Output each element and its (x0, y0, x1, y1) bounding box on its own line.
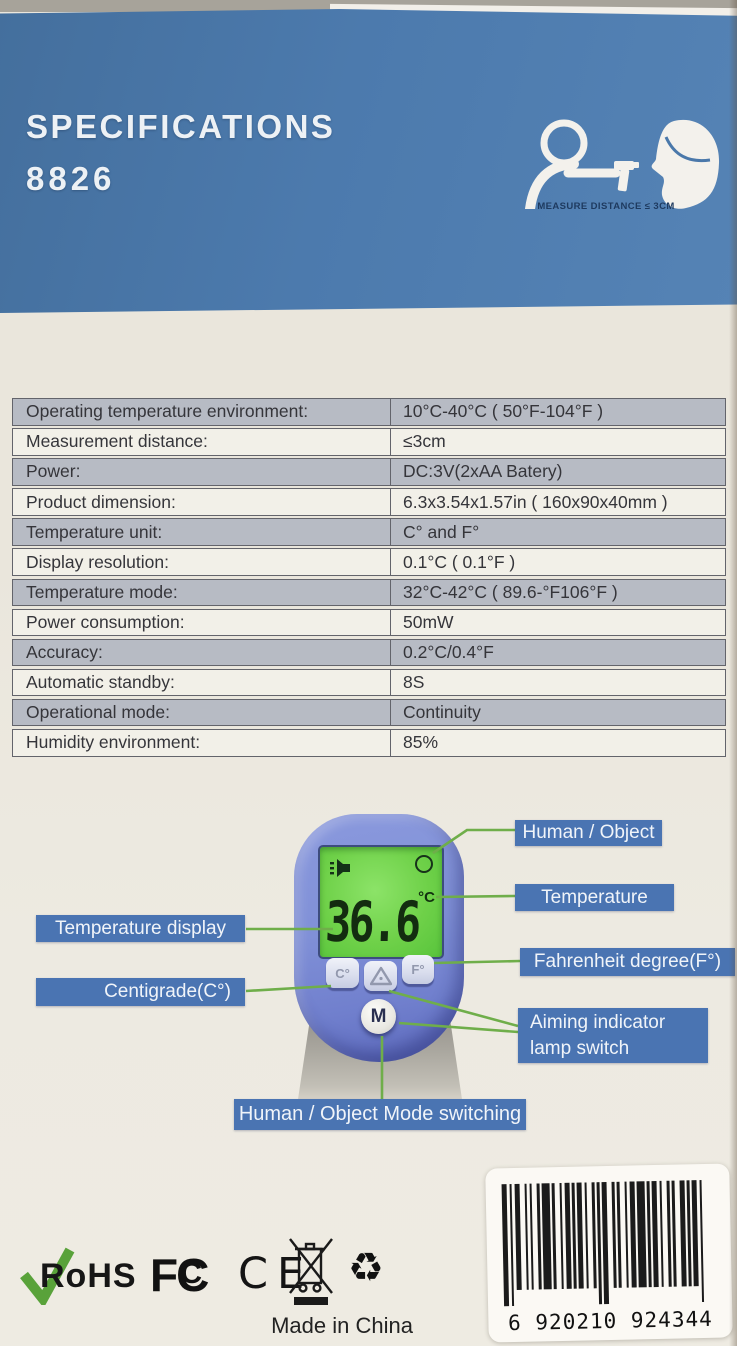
table-row: Humidity environment: 85% (12, 729, 726, 757)
spec-label: Operational mode: (26, 702, 170, 723)
specification-table: Operating temperature environment: 10°C-4… (12, 398, 726, 759)
spec-value: 85% (390, 730, 725, 756)
callout-aiming-line2: lamp switch (530, 1037, 630, 1059)
mode-button: M (361, 999, 396, 1034)
aiming-lamp-button (364, 961, 397, 991)
fcc-letter: F (150, 1249, 178, 1301)
title-block: SPECIFICATIONS 8826 (26, 107, 335, 199)
fcc-letter: C (176, 1249, 209, 1301)
callout-temperature: Temperature (515, 884, 674, 911)
callout-temperature-display: Temperature display (36, 915, 245, 942)
weee-bin-icon (289, 1238, 333, 1305)
table-row: Temperature unit: C° and F° (12, 518, 726, 546)
callout-human-object: Human / Object (515, 820, 662, 846)
table-row: Display resolution: 0.1°C ( 0.1°F ) (12, 548, 726, 576)
spec-label: Operating temperature environment: (26, 401, 309, 422)
spec-label: Power consumption: (26, 611, 185, 632)
model-number: 8826 (26, 160, 116, 197)
measure-distance-caption: MEASURE DISTANCE ≤ 3CM (537, 201, 675, 212)
table-row: Automatic standby: 8S (12, 668, 726, 697)
header-panel: SPECIFICATIONS 8826 MEASURE DISTANCE ≤ 3… (0, 9, 737, 313)
lcd-unit: °C (418, 889, 435, 906)
table-row: Accuracy: 0.2°C/0.4°F (12, 638, 726, 667)
spec-label: Automatic standby: (26, 672, 175, 693)
box-edge-shadow (729, 0, 737, 1346)
human-object-indicator-icon (415, 855, 433, 873)
barcode-number: 6 920210 924344 (507, 1306, 713, 1336)
spec-value: Continuity (390, 699, 725, 726)
callout-mode-switching: Human / Object Mode switching (234, 1099, 526, 1130)
spec-label: Temperature unit: (26, 521, 163, 542)
spec-value: C° and F° (390, 519, 725, 545)
spec-label: Power: (26, 461, 81, 482)
callout-aiming-line1: Aiming indicator (530, 1011, 666, 1033)
fcc-letter: C (180, 1257, 202, 1290)
centigrade-button: C° (326, 958, 359, 988)
barcode-bars (501, 1180, 710, 1307)
spec-label: Measurement distance: (26, 431, 208, 452)
table-row: Product dimension: 6.3x3.54x1.57in ( 160x… (12, 488, 726, 516)
spec-value: ≤3cm (390, 429, 725, 455)
made-in-label: Made in China (271, 1313, 413, 1338)
spec-label: Humidity environment: (26, 732, 201, 753)
spec-label: Accuracy: (26, 642, 103, 662)
spec-value: 6.3x3.54x1.57in ( 160x90x40mm ) (390, 489, 725, 515)
rohs-label: RoHS (40, 1257, 137, 1295)
callout-centigrade: Centigrade(C°) (36, 978, 245, 1006)
thermometer-lcd: °C 36.6 (318, 845, 444, 959)
table-row: Power: DC:3V(2xAA Batery) (12, 458, 726, 486)
spec-label: Temperature mode: (26, 581, 178, 602)
recycle-icon: ♻ (348, 1245, 384, 1291)
table-row: Power consumption: 50mW (12, 608, 726, 637)
spec-label: Product dimension: (26, 491, 176, 512)
spec-value: DC:3V(2xAA Batery) (390, 459, 725, 485)
green-check-icon (20, 1247, 75, 1305)
table-row: Temperature mode: 32°C-42°C ( 89.6-°F106°… (12, 578, 726, 607)
measure-distance-icon (525, 119, 720, 209)
lcd-temperature-value: 36.6 (324, 890, 420, 955)
rohs-mark: RoHS (18, 1245, 158, 1307)
spec-value: 32°C-42°C ( 89.6-°F106°F ) (390, 579, 725, 606)
fcc-mark: F C C (150, 1248, 209, 1302)
barcode-sticker: 6 920210 924344 (485, 1163, 733, 1343)
spec-label: Display resolution: (26, 551, 169, 572)
table-row: Operational mode: Continuity (12, 698, 726, 727)
table-row: Operating temperature environment: 10°C-4… (12, 398, 726, 426)
spec-value: 0.1°C ( 0.1°F ) (390, 549, 725, 575)
callout-fahrenheit-degree: Fahrenheit degree(F°) (520, 948, 735, 976)
table-row: Measurement distance: ≤3cm (12, 428, 726, 456)
spec-value: 10°C-40°C ( 50°F-104°F ) (390, 399, 725, 425)
speaker-icon (330, 859, 350, 877)
spec-value: 0.2°C/0.4°F (390, 639, 725, 666)
callout-aiming-indicator: Aiming indicator lamp switch (518, 1008, 708, 1063)
spec-value: 8S (390, 669, 725, 696)
page-title: SPECIFICATIONS (26, 108, 336, 145)
spec-value: 50mW (390, 609, 725, 636)
warning-triangle-icon (369, 966, 392, 986)
fahrenheit-button: F° (402, 955, 434, 984)
